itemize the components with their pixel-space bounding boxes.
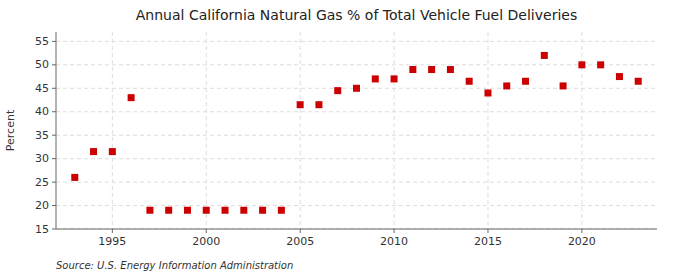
point	[146, 207, 153, 214]
y-tick-label: 25	[35, 176, 49, 189]
point	[353, 85, 360, 92]
y-grid-line	[56, 135, 657, 136]
y-axis-line	[56, 32, 57, 229]
y-grid-line	[56, 182, 657, 183]
point	[259, 207, 266, 214]
point	[315, 101, 322, 108]
source-note: Source: U.S. Energy Information Administ…	[56, 260, 293, 271]
chart: 15 20 25 30 35 40 45 50 55 1995 2000 2005 2010 2015 20…	[0, 0, 675, 275]
y-grid-line	[56, 64, 657, 65]
y-tick	[52, 135, 56, 136]
x-tick	[112, 229, 113, 233]
y-tick	[52, 182, 56, 183]
y-tick	[52, 158, 56, 159]
title: Annual California Natural Gas % of Total…	[136, 7, 577, 23]
x-tick-label: 2020	[568, 235, 596, 248]
y-tick	[52, 41, 56, 42]
x-tick-label: 2000	[192, 235, 220, 248]
point	[503, 82, 510, 89]
y-tick	[52, 64, 56, 65]
point	[635, 78, 642, 85]
point	[466, 78, 473, 85]
axes: 15 20 25 30 35 40 45 50 55 1995 2000 2005 2010 2015 20…	[35, 32, 657, 248]
y-tick-label: 30	[35, 152, 49, 165]
x-tick-label: 2010	[380, 235, 408, 248]
x-grid-line	[394, 32, 395, 229]
point	[71, 174, 78, 181]
x-tick-label: 2015	[474, 235, 502, 248]
x-grid-line	[206, 32, 207, 229]
y-tick	[52, 111, 56, 112]
y-tick	[52, 88, 56, 89]
point	[90, 148, 97, 155]
x-axis-line	[56, 229, 657, 230]
x-grid-line	[300, 32, 301, 229]
point	[522, 78, 529, 85]
point	[560, 82, 567, 89]
point	[297, 101, 304, 108]
grid	[56, 32, 657, 229]
x-tick-label: 1995	[98, 235, 126, 248]
point	[428, 66, 435, 73]
x-grid-line	[487, 32, 488, 229]
point	[578, 61, 585, 68]
y-tick-label: 35	[35, 129, 49, 142]
point	[278, 207, 285, 214]
x-tick	[581, 229, 582, 233]
y-tick-label: 45	[35, 82, 49, 95]
point	[165, 207, 172, 214]
point	[184, 207, 191, 214]
point	[616, 73, 623, 80]
point	[128, 94, 135, 101]
point	[109, 148, 116, 155]
y-tick-label: 20	[35, 199, 49, 212]
page: {"chart_data": {"type": "scatter", "titl…	[0, 0, 675, 275]
y-grid-line	[56, 41, 657, 42]
point	[203, 207, 210, 214]
x-tick	[300, 229, 301, 233]
point	[541, 52, 548, 59]
point	[334, 87, 341, 94]
y-tick	[52, 205, 56, 206]
x-tick	[487, 229, 488, 233]
point	[597, 61, 604, 68]
points	[71, 52, 641, 214]
y-tick-label: 55	[35, 35, 49, 48]
point	[484, 89, 491, 96]
y-grid-line	[56, 111, 657, 112]
x-tick-label: 2005	[286, 235, 314, 248]
point	[391, 75, 398, 82]
point	[372, 75, 379, 82]
x-grid-line	[112, 32, 113, 229]
point	[240, 207, 247, 214]
point	[409, 66, 416, 73]
y-grid-line	[56, 229, 657, 230]
x-tick	[206, 229, 207, 233]
point	[222, 207, 229, 214]
y-grid-line	[56, 158, 657, 159]
y-tick-label: 50	[35, 58, 49, 71]
y-tick-label: 15	[35, 223, 49, 236]
x-tick	[394, 229, 395, 233]
y-tick	[52, 229, 56, 230]
y-axis-label: Percent	[4, 109, 17, 151]
y-grid-line	[56, 205, 657, 206]
point	[447, 66, 454, 73]
y-tick-label: 40	[35, 105, 49, 118]
